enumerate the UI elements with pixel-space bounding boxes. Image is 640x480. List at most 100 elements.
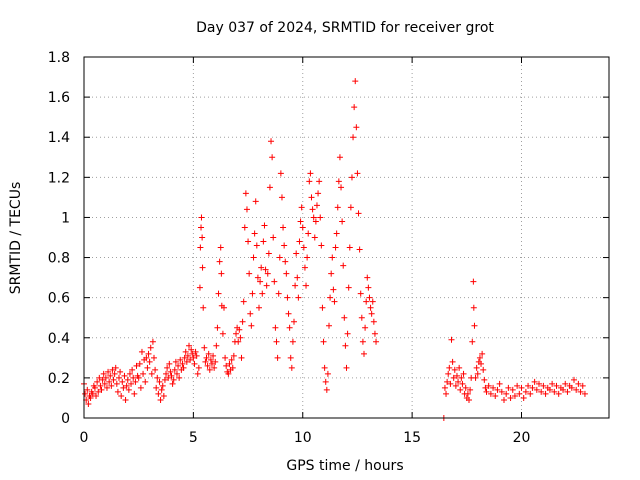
data-point: [573, 386, 580, 393]
data-point: [198, 214, 205, 221]
grid-lines: [84, 57, 609, 418]
data-point: [124, 376, 131, 383]
data-point: [505, 384, 512, 391]
data-point: [480, 366, 487, 373]
data-point: [350, 134, 357, 141]
data-point: [237, 334, 244, 341]
data-point: [527, 390, 534, 397]
data-point: [103, 384, 110, 391]
data-point: [131, 390, 138, 397]
data-point: [356, 246, 363, 253]
data-point: [163, 370, 170, 377]
data-point: [546, 386, 553, 393]
data-point: [553, 382, 560, 389]
data-point: [194, 370, 201, 377]
data-point: [496, 380, 503, 387]
data-point: [126, 370, 133, 377]
data-point: [119, 378, 126, 385]
axis-ticks: [83, 56, 609, 419]
data-point: [503, 390, 510, 397]
data-point: [297, 218, 304, 225]
data-point: [216, 258, 223, 265]
data-point: [289, 338, 296, 345]
data-point: [239, 318, 246, 325]
data-point: [490, 384, 497, 391]
data-point: [525, 382, 532, 389]
data-point: [168, 372, 175, 379]
y-tick-label: 1: [61, 210, 70, 226]
data-point: [315, 190, 322, 197]
data-point: [222, 354, 229, 361]
data-point: [112, 364, 119, 371]
y-tick-label: 0.2: [48, 371, 70, 387]
data-point: [143, 354, 150, 361]
data-point: [330, 286, 337, 293]
data-point: [328, 270, 335, 277]
data-point: [549, 380, 556, 387]
data-point: [118, 392, 125, 399]
data-point: [271, 278, 278, 285]
data-point: [218, 270, 225, 277]
data-point: [205, 350, 212, 357]
data-point: [202, 358, 209, 365]
data-point: [581, 390, 588, 397]
data-point: [121, 372, 128, 379]
data-point: [292, 282, 299, 289]
data-point: [181, 354, 188, 361]
data-point: [108, 382, 115, 389]
data-point: [107, 372, 114, 379]
data-point: [153, 384, 160, 391]
data-point: [156, 378, 163, 385]
data-point: [321, 364, 328, 371]
data-point: [158, 386, 165, 393]
data-point: [240, 298, 247, 305]
data-point: [258, 264, 265, 271]
data-point: [95, 388, 102, 395]
chart-title: Day 037 of 2024, SRMTID for receiver gro…: [196, 20, 494, 36]
data-point: [448, 336, 455, 343]
data-point: [288, 364, 295, 371]
data-point: [451, 366, 458, 373]
y-tick-label: 1.6: [48, 90, 70, 106]
data-point: [470, 304, 477, 311]
data-point: [329, 254, 336, 261]
data-point: [276, 254, 283, 261]
data-point: [571, 376, 577, 383]
data-point: [287, 354, 294, 361]
data-point: [355, 210, 362, 217]
data-point: [170, 376, 177, 383]
data-point: [197, 244, 204, 251]
y-tick-label: 1.4: [48, 130, 70, 146]
data-point: [223, 362, 230, 369]
data-point: [84, 386, 91, 393]
data-point: [313, 202, 320, 209]
data-point: [167, 368, 174, 375]
data-point: [368, 310, 375, 317]
data-point: [147, 344, 154, 351]
data-point: [342, 342, 349, 349]
data-point: [466, 396, 472, 403]
data-points: [81, 78, 588, 421]
data-point: [560, 386, 567, 393]
data-point: [241, 224, 248, 231]
data-point: [338, 184, 345, 191]
data-point: [336, 154, 343, 161]
data-point: [358, 314, 365, 321]
data-point: [472, 374, 479, 381]
data-point: [281, 242, 288, 249]
data-point: [457, 386, 464, 393]
data-point: [274, 354, 281, 361]
data-point: [501, 396, 507, 403]
data-point: [469, 338, 476, 345]
data-point: [125, 386, 132, 393]
data-point: [117, 368, 124, 375]
data-point: [520, 394, 527, 401]
data-point: [157, 396, 164, 403]
data-point: [464, 390, 471, 397]
data-point: [293, 250, 300, 257]
data-point: [303, 282, 310, 289]
data-point: [577, 388, 584, 395]
data-point: [341, 314, 348, 321]
data-point: [346, 244, 353, 251]
data-point: [300, 244, 307, 251]
